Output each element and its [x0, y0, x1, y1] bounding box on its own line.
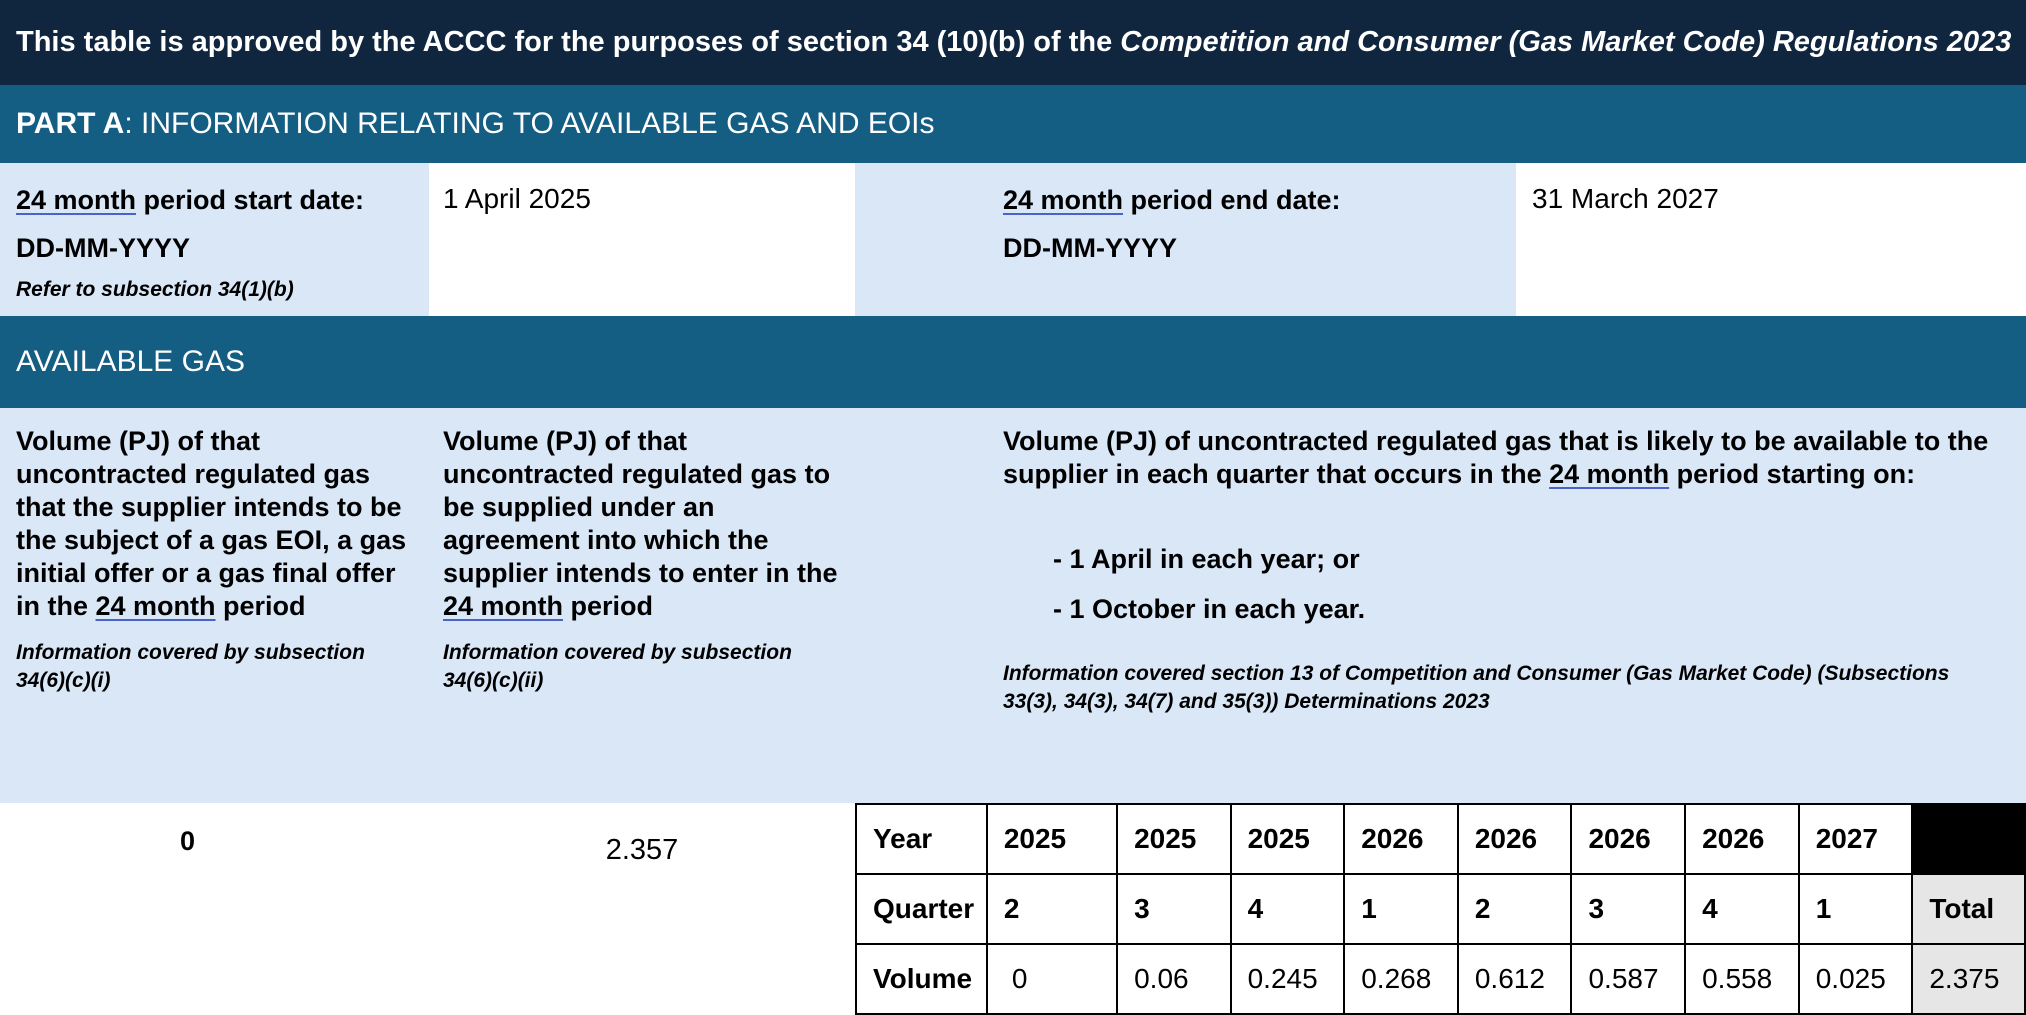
year-cell: 2026 [1570, 803, 1687, 875]
agreement-volume-description: Volume (PJ) of that uncontracted regulat… [443, 425, 843, 695]
quarterly-volume-text-end: period starting on: [1669, 459, 1916, 489]
start-date-reference: Refer to subsection 34(1)(b) [16, 278, 294, 301]
eoi-volume-value[interactable]: 0 [179, 826, 196, 856]
quarter-cell: 2 [1456, 873, 1573, 945]
volume-cell[interactable]: 0.06 [1116, 943, 1232, 1015]
end-date-label-underlined: 24 month [1003, 185, 1124, 215]
table-row-year: Year 2025 2025 2025 2026 2026 2026 2026 … [855, 803, 2026, 875]
agreement-volume-text-end: period [563, 591, 654, 621]
year-cell: 2025 [1116, 803, 1232, 875]
total-value: 2.375 [1911, 943, 2026, 1015]
end-date-label-rest: period end date: [1123, 185, 1341, 215]
agreement-volume-reference: Information covered by subsection 34(6)(… [443, 641, 792, 692]
table-row-volume: Volume 0 0.06 0.245 0.268 0.612 0.587 0.… [855, 943, 2026, 1015]
table-row-quarter: Quarter 2 3 4 1 2 3 4 1 Total [855, 873, 2026, 945]
row-label-quarter: Quarter [855, 873, 988, 945]
start-date-format: DD-MM-YYYY [16, 233, 190, 263]
bullet-april: - 1 April in each year; or [1053, 544, 1360, 574]
year-cell: 2025 [1229, 803, 1346, 875]
volume-cell[interactable]: 0.268 [1343, 943, 1459, 1015]
eoi-volume-text-main: Volume (PJ) of that uncontracted regulat… [16, 426, 407, 621]
quarterly-volume-text: Volume (PJ) of uncontracted regulated ga… [1003, 425, 2003, 491]
eoi-volume-description: Volume (PJ) of that uncontracted regulat… [16, 425, 416, 695]
start-date-label-underlined: 24 month [16, 185, 137, 215]
volume-cell[interactable]: 0.558 [1684, 943, 1800, 1015]
quarterly-volume-text-underlined: 24 month [1549, 459, 1670, 489]
end-date-value-cell[interactable]: 31 March 2027 [1516, 163, 2026, 316]
volume-cell[interactable]: 0.612 [1456, 943, 1573, 1015]
eoi-volume-reference: Information covered by subsection 34(6)(… [16, 641, 365, 692]
end-date-label-cell: 24 month period end date: DD-MM-YYYY [855, 163, 1516, 316]
quarter-cell: 1 [1343, 873, 1459, 945]
part-a-header: PART A : INFORMATION RELATING TO AVAILAB… [0, 85, 2026, 163]
end-date-format: DD-MM-YYYY [1003, 233, 1177, 263]
quarterly-volume-reference: Information covered section 13 of Compet… [1003, 662, 1950, 713]
year-cell: 2026 [1343, 803, 1459, 875]
agreement-volume-text-underlined: 24 month [443, 591, 564, 621]
part-a-label: PART A [16, 107, 125, 140]
regulation-title: Competition and Consumer (Gas Market Cod… [1120, 26, 2012, 58]
year-cell: 2026 [1456, 803, 1573, 875]
eoi-volume-text: Volume (PJ) of that uncontracted regulat… [16, 425, 416, 623]
row-label-volume: Volume [855, 943, 988, 1015]
quarter-cell: 1 [1797, 873, 1914, 945]
volume-cell[interactable]: 0 [985, 943, 1119, 1015]
quarter-cell: 2 [985, 873, 1119, 945]
quarterly-volume-text-main: Volume (PJ) of uncontracted regulated ga… [1003, 426, 1989, 489]
end-date-label: 24 month period end date: [1003, 183, 1368, 217]
agreement-volume-text-main: Volume (PJ) of that uncontracted regulat… [443, 426, 838, 588]
start-date-value[interactable]: 1 April 2025 [443, 183, 591, 214]
quarter-cell: 4 [1229, 873, 1346, 945]
volume-cell[interactable]: 0.587 [1570, 943, 1687, 1015]
quarterly-volume-table: Year 2025 2025 2025 2026 2026 2026 2026 … [855, 803, 2026, 1015]
approval-banner: This table is approved by the ACCC for t… [0, 0, 2026, 85]
quarter-cell: 3 [1570, 873, 1687, 945]
quarterly-volume-description: Volume (PJ) of uncontracted regulated ga… [1003, 425, 2003, 716]
start-date-label-cell: 24 month period start date: DD-MM-YYYY R… [0, 163, 429, 316]
volume-cell[interactable]: 0.025 [1797, 943, 1914, 1015]
available-gas-header: AVAILABLE GAS [0, 316, 2026, 408]
eoi-volume-text-end: period [215, 591, 306, 621]
part-a-title: : INFORMATION RELATING TO AVAILABLE GAS … [124, 107, 935, 140]
end-date-value[interactable]: 31 March 2027 [1532, 183, 1719, 214]
start-date-label-rest: period start date: [136, 185, 365, 215]
total-label: Total [1911, 873, 2026, 945]
year-cell: 2027 [1797, 803, 1914, 875]
blank-black-cell [1911, 803, 2026, 875]
quarter-cell: 4 [1684, 873, 1800, 945]
eoi-volume-text-underlined: 24 month [95, 591, 216, 621]
row-label-year: Year [855, 803, 988, 875]
start-date-value-cell[interactable]: 1 April 2025 [429, 163, 855, 316]
year-cell: 2026 [1684, 803, 1800, 875]
bullet-october: - 1 October in each year. [1053, 594, 1366, 624]
start-date-label: 24 month period start date: [16, 183, 413, 217]
available-gas-title: AVAILABLE GAS [16, 345, 245, 378]
agreement-volume-text: Volume (PJ) of that uncontracted regulat… [443, 425, 843, 623]
description-row [0, 408, 2026, 803]
agreement-volume-value[interactable]: 2.357 [605, 834, 679, 866]
year-cell: 2025 [985, 803, 1119, 875]
approval-text: This table is approved by the ACCC for t… [16, 26, 1121, 58]
volume-cell[interactable]: 0.245 [1229, 943, 1346, 1015]
quarter-cell: 3 [1116, 873, 1232, 945]
